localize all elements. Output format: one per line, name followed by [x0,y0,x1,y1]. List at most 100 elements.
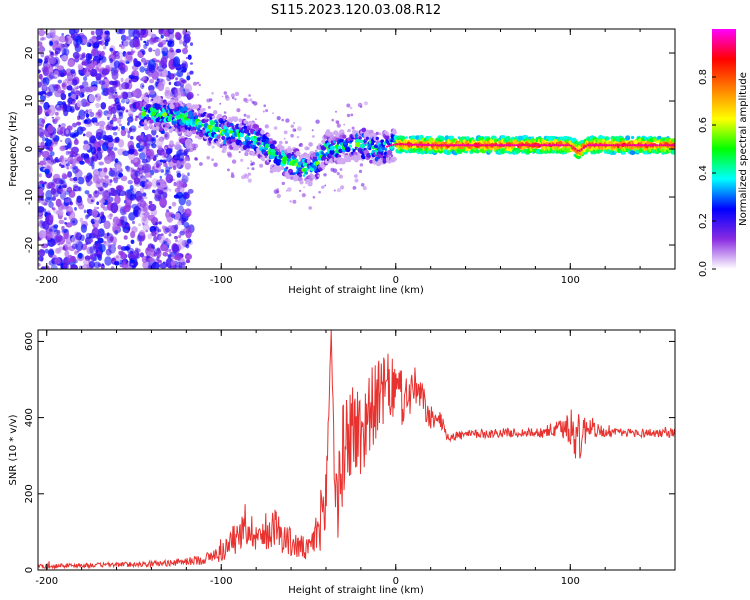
spectrogram-noise-blob [49,52,55,58]
spectrogram-noise-blob [73,139,79,146]
spectrogram-noise-blob [86,246,94,255]
spectrogram-faint-blob [199,162,203,166]
spectrogram-noise-blob [101,90,109,96]
spectrogram-noise-blob [127,116,134,123]
spectrogram-peak-point [486,144,489,147]
spectrogram-ridge-point [164,101,168,106]
colorbar-tick-label: 0.2 [698,213,709,229]
spectrogram-faint-blob [359,163,364,167]
spectrogram-noise-blob [53,224,59,229]
spectrogram-ridge-point [184,117,187,120]
spectrogram-faint-blob [315,119,320,124]
spectrogram-noise-blob [127,134,131,138]
spectrogram-noise-blob [103,220,111,230]
spectrogram-peak-point [633,144,636,147]
spectrogram-noise-blob [130,231,136,239]
spectrogram-noise-blob [140,83,145,90]
spectrogram-noise-blob [38,73,43,80]
spectrogram-noise-blob [123,235,128,240]
spectrogram-noise-blob [67,186,73,193]
spectrogram-noise-blob [86,214,90,218]
spectrogram-ridge-point [290,172,294,176]
spectrogram-noise-blob [52,134,56,139]
spectrogram-ridge-point [271,152,276,156]
spectrogram-noise-blob [48,201,54,208]
spectrogram-noise-blob [184,208,192,217]
spectrogram-peak-point [490,144,493,147]
spectrogram-noise-blob [49,214,54,221]
spectrogram-noise-blob [76,100,82,108]
spectrogram-faint-blob [236,108,241,113]
spectrogram-peak-point [610,144,613,147]
spectrogram-faint-blob [248,94,252,97]
spectrogram-noise-blob [83,76,88,82]
spectrogram-ridge-point [260,147,263,150]
spectrogram-ridge-point [369,159,374,164]
spectrogram-peak-point [547,144,550,147]
spectrogram-noise-blob [120,219,125,226]
spectrogram-noise-blob [178,234,182,239]
spectrogram-ridge-point [183,106,188,112]
spectrogram-ridge-point [202,107,206,112]
spectrogram-noise-blob [98,58,102,61]
spectrogram-faint-blob [195,157,198,161]
spectrogram-peak-point [601,144,604,147]
spectrogram-noise-blob [64,159,68,162]
spectrogram-ridge-point [382,155,387,159]
spectrogram-noise-blob [41,36,46,41]
spectrogram-ridge-point [285,166,289,170]
spectrogram-noise-blob [97,146,102,152]
spectrogram-noise-blob [42,77,50,86]
spectrogram-ridge-point [211,115,216,119]
spectrogram-noise-blob [167,225,174,234]
spectrogram-ridge-point [221,135,226,141]
spectrogram-noise-blob [99,239,103,243]
spectrogram-noise-blob [42,220,50,230]
spectrogram-noise-blob [185,56,189,60]
spectrogram-peak-point [628,144,632,147]
spectrogram-noise-blob [96,201,100,205]
spectrogram-noise-blob [110,167,118,178]
spectrogram-noise-blob [49,40,54,46]
spectrogram-noise-blob [58,219,65,225]
spectrogram-noise-blob [122,60,127,64]
spectrogram-faint-blob [219,102,222,105]
spectrogram-noise-blob [155,222,158,226]
spectrogram-ridge-point [243,120,248,124]
spectrogram-faint-blob [285,118,290,123]
spectrogram-noise-blob [162,251,169,257]
spectrogram-ridge-point [186,102,192,109]
spectrogram-peak-point [526,144,529,147]
spectrogram-noise-blob [171,255,176,260]
spectrogram-noise-blob [99,199,106,204]
spectrogram-noise-blob [139,241,142,246]
spectrogram-faint-blob [346,103,351,108]
spectrogram-noise-blob [113,60,120,69]
spectrogram-noise-blob [71,101,76,106]
spectrogram-ridge-point [198,121,203,126]
spectrogram-noise-blob [102,68,110,74]
spectrogram-ridge-point [155,126,160,131]
spectrogram-ridge-point [209,120,215,126]
spectrogram-noise-blob [176,70,184,78]
snr-y-tick-label: 0 [24,567,35,573]
spectrogram-noise-blob [84,159,91,164]
spectrogram-heatmap [38,29,675,269]
spectrogram-noise-blob [38,182,41,185]
spectrogram-noise-blob [170,260,176,267]
spectrogram-faint-blob [196,81,200,85]
spectrogram-noise-blob [189,42,194,46]
spectrogram-noise-blob [171,201,177,207]
spectrogram-noise-blob [55,198,62,207]
spectrogram-noise-blob [86,59,92,65]
spectrogram-noise-blob [148,203,157,212]
spectrogram-noise-blob [118,83,124,91]
spectrogram-noise-blob [38,206,45,213]
spectrogram-peak-point [614,144,617,147]
spectrogram-noise-blob [135,115,139,119]
spectrogram-noise-blob [150,244,155,249]
spectrogram-noise-blob [90,146,97,155]
spectrogram-noise-blob [52,173,61,182]
spectrogram-noise-blob [39,180,44,185]
